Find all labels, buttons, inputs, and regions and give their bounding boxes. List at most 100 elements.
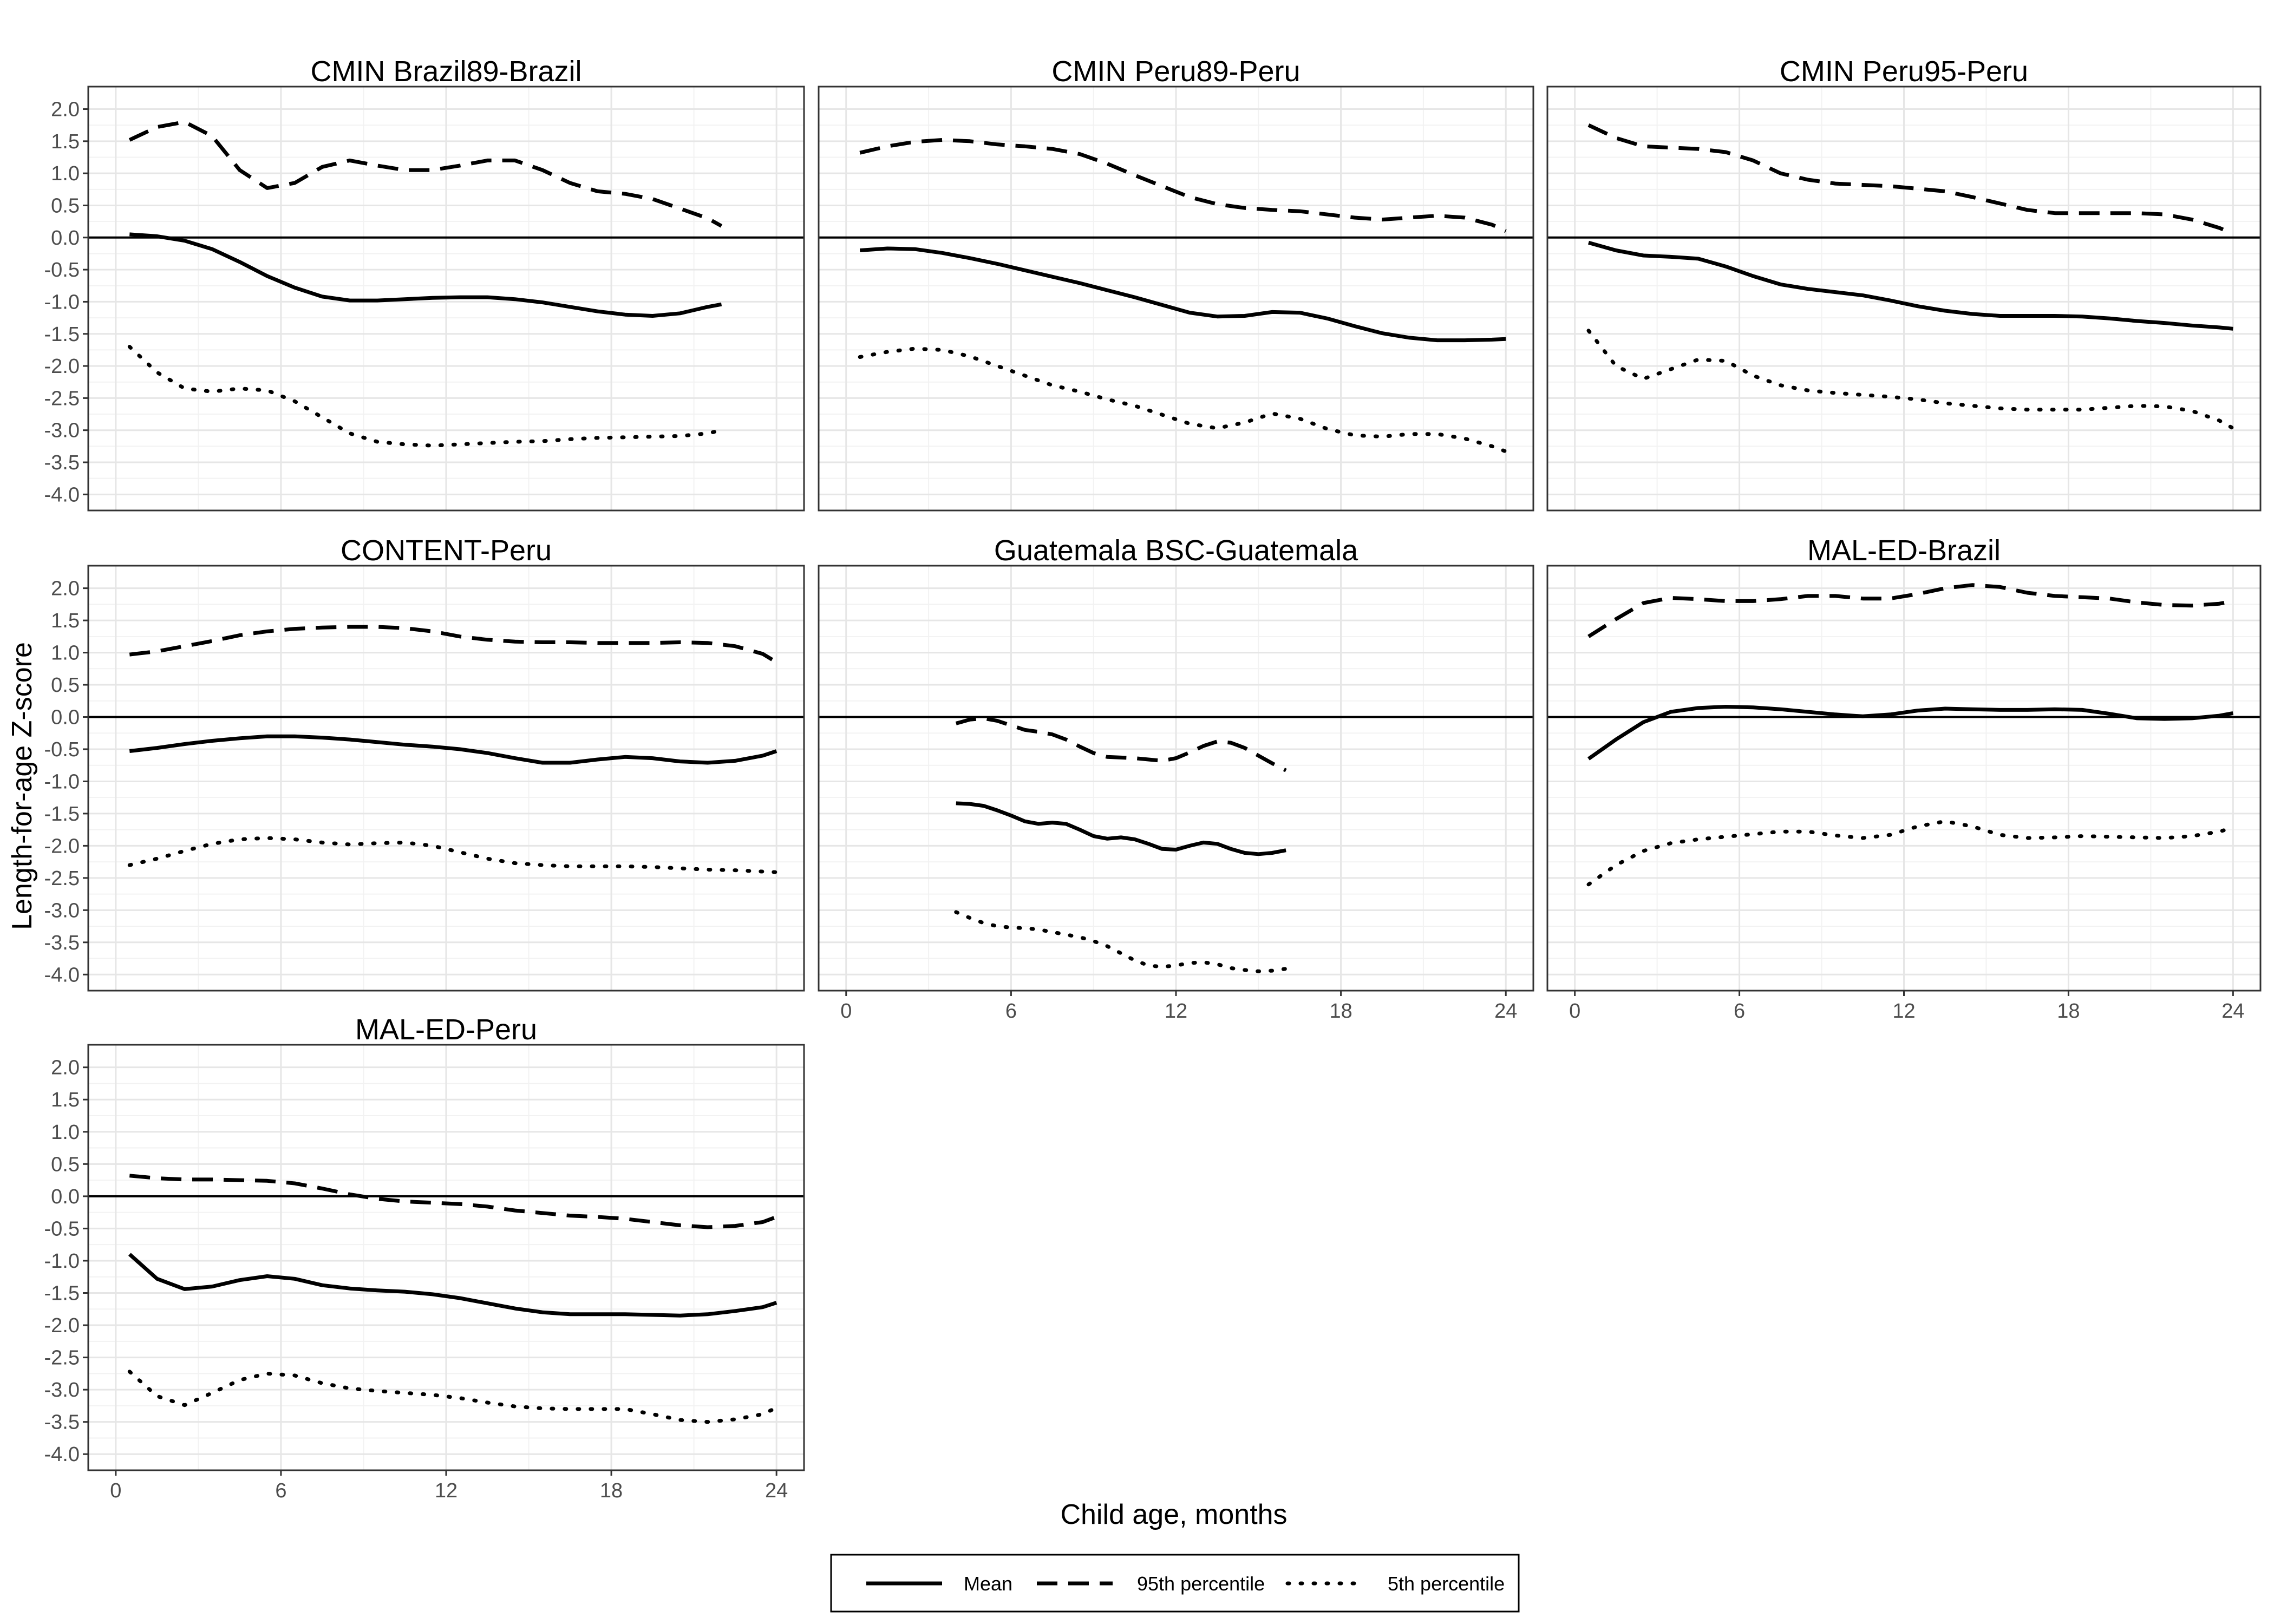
y-tick-label: -0.5: [44, 1217, 80, 1240]
y-tick-label: -2.5: [44, 867, 80, 890]
legend-box: [830, 1554, 1520, 1613]
y-tick-label: 1.5: [51, 130, 80, 153]
x-tick-label: 18: [2057, 1000, 2080, 1023]
series-line-p95: [128, 120, 723, 228]
series-line-p5: [1586, 329, 2235, 430]
y-tick-label: 1.0: [51, 1121, 80, 1144]
series-line-mean: [129, 734, 777, 765]
y-tick-label: 1.5: [51, 610, 80, 632]
x-tick-label: 6: [275, 1479, 286, 1502]
series-line-p95: [129, 1174, 777, 1229]
y-tick-label: 2.0: [51, 99, 80, 121]
panel-5: Guatemala BSC-Guatemala 0 6 12 18 24: [818, 534, 1534, 1023]
series-line-p5: [954, 910, 1288, 973]
major-gridlines: [819, 566, 1533, 991]
x-tick-label: 24: [2221, 1000, 2244, 1023]
y-tick-label: -0.5: [44, 259, 80, 281]
y-tick-label: -1.0: [44, 770, 80, 793]
y-tick-label: -4.0: [44, 1443, 80, 1466]
y-tick-label: -3.5: [44, 932, 80, 954]
y-tick-label: -3.0: [44, 1379, 80, 1402]
x-tick-label: 18: [1329, 1000, 1352, 1023]
x-tick-label: 24: [765, 1479, 788, 1502]
y-tick-label: -0.5: [44, 738, 80, 761]
y-tick-label: 0.0: [51, 1186, 80, 1208]
panel-title: CMIN Brazil89-Brazil: [310, 55, 581, 88]
x-axis-label: Child age, months: [1060, 1499, 1287, 1530]
x-tick-label: 12: [435, 1479, 458, 1502]
y-tick-label: -3.5: [44, 451, 80, 474]
panel-1: CMIN Brazil89-Brazil 2.0 1.5 1.0 0.5 0.0 -0.5 -…: [44, 55, 805, 512]
panel-title: CMIN Peru95-Peru: [1780, 55, 2028, 88]
legend-label-p95: 95th percentile: [1137, 1573, 1265, 1595]
y-axis-label: Length-for-age Z-score: [6, 642, 38, 930]
series-line-p95: [955, 716, 1287, 772]
panel-3: CMIN Peru95-Peru: [1546, 55, 2262, 512]
x-tick-label: 6: [1005, 1000, 1017, 1023]
y-tick-label: 0.5: [51, 194, 80, 217]
series-line-p5: [127, 345, 723, 448]
x-tick-label: 12: [1165, 1000, 1187, 1023]
y-tick-label: 0.0: [51, 227, 80, 250]
y-tick-label: -1.0: [44, 291, 80, 313]
x-tick-label: 6: [1734, 1000, 1745, 1023]
series-line-mean: [128, 1253, 777, 1318]
series-line-mean: [129, 232, 722, 318]
y-tick-label: -3.5: [44, 1411, 80, 1434]
x-tick-label: 12: [1892, 1000, 1915, 1023]
panel-title: Guatemala BSC-Guatemala: [994, 534, 1358, 567]
major-gridlines: [819, 87, 1533, 510]
y-tick-label: 0.5: [51, 1153, 80, 1176]
y-tick-label: -4.0: [44, 483, 80, 506]
panel-title: CONTENT-Peru: [341, 534, 552, 567]
y-tick-label: 2.0: [51, 578, 80, 600]
panel-4: CONTENT-Peru 2.0 1.5 1.0 0.5 0.0 -0.5 -1.0 -1.5 -…: [44, 534, 805, 992]
facet-panels: CMIN Brazil89-Brazil 2.0 1.5 1.0 0.5 0.0 -0.5 -…: [44, 55, 2262, 1502]
series-line-p95: [859, 138, 1507, 233]
panel-border: [87, 86, 805, 512]
panel-2: CMIN Peru89-Peru: [818, 55, 1534, 512]
y-tick-label: 2.0: [51, 1057, 80, 1079]
y-tick-label: -2.0: [44, 355, 80, 378]
panel-title: MAL-ED-Peru: [355, 1013, 537, 1046]
panel-title: MAL-ED-Brazil: [1807, 534, 2001, 567]
y-tick-label: -2.5: [44, 1347, 80, 1370]
panel-border: [1546, 86, 2262, 512]
x-tick-label: 0: [840, 1000, 852, 1023]
panel-7: MAL-ED-Peru 2.0 1.5 1.0 0.5 0.0 -0.5 -1.0 -1.5 -2…: [44, 1013, 805, 1502]
y-tick-label: -1.0: [44, 1250, 80, 1273]
x-tick-label: 18: [600, 1479, 623, 1502]
legend: Mean 95th percentile 5th percentile: [830, 1554, 1520, 1613]
series-line-p95: [129, 625, 778, 664]
y-tick-label: 1.0: [51, 642, 80, 665]
y-tick-label: -1.5: [44, 323, 80, 346]
y-tick-label: -2.0: [44, 835, 80, 857]
y-tick-label: -1.5: [44, 1282, 80, 1305]
x-tick-label: 0: [1569, 1000, 1580, 1023]
y-tick-label: 1.5: [51, 1089, 80, 1111]
y-tick-label: -2.0: [44, 1314, 80, 1337]
legend-label-p5: 5th percentile: [1388, 1573, 1505, 1595]
y-tick-label: 1.0: [51, 162, 80, 185]
y-tick-label: -3.0: [44, 420, 80, 442]
panel-border: [818, 86, 1534, 512]
series-line-mean: [1588, 240, 2233, 331]
series-line-mean: [956, 801, 1286, 856]
x-tick-label: 0: [110, 1479, 121, 1502]
y-tick-label: -1.5: [44, 803, 80, 826]
y-tick-label: -3.0: [44, 899, 80, 922]
series-line-p5: [127, 1370, 779, 1424]
legend-label-mean: Mean: [964, 1573, 1012, 1595]
y-tick-label: -2.5: [44, 387, 80, 410]
series-line-mean: [859, 246, 1506, 343]
series-line-mean: [1587, 705, 2233, 761]
panel-title: CMIN Peru89-Peru: [1051, 55, 1300, 88]
series-line-p95: [1587, 123, 2234, 235]
y-tick-label: 0.5: [51, 674, 80, 697]
y-tick-label: 0.0: [51, 706, 80, 729]
y-tick-label: -4.0: [44, 964, 80, 986]
panel-6: MAL-ED-Brazil 0 6 12 18 24: [1546, 534, 2262, 1023]
panel-border: [87, 565, 805, 992]
major-gridlines: [1547, 566, 2260, 991]
